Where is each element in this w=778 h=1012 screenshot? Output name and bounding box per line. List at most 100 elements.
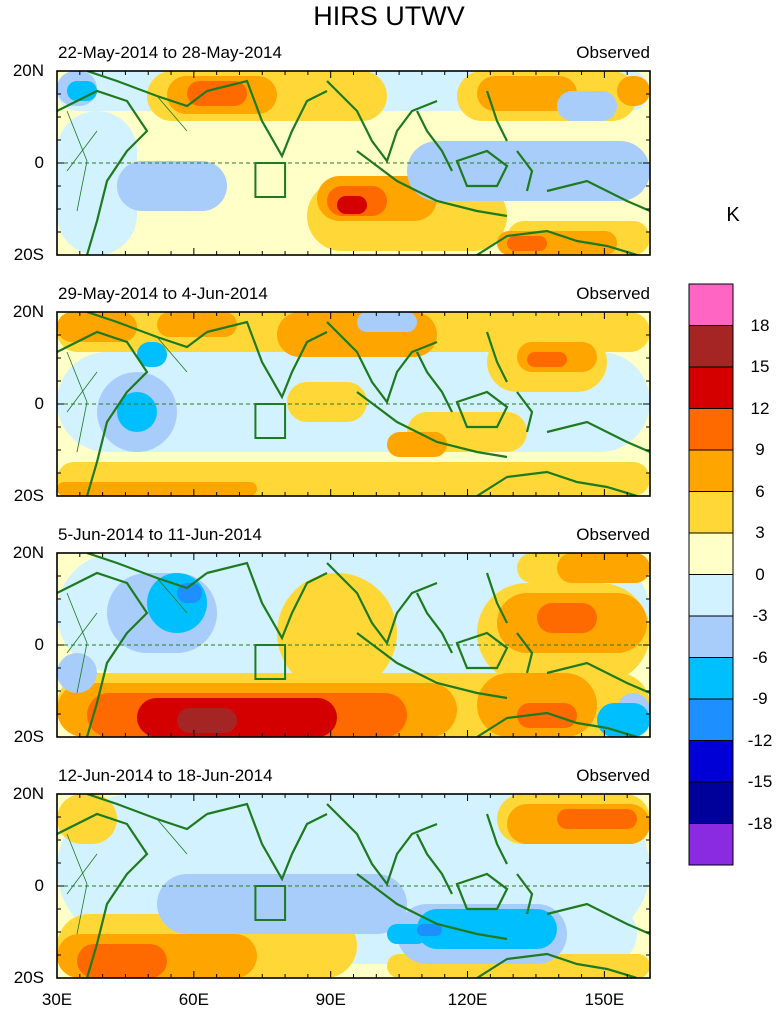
coastline bbox=[455, 149, 509, 188]
border bbox=[156, 336, 188, 373]
coastline bbox=[206, 320, 328, 400]
coastline bbox=[206, 802, 328, 882]
border bbox=[156, 95, 188, 132]
anomaly-contour bbox=[277, 573, 397, 693]
colorbar-swatch bbox=[688, 698, 734, 741]
anomaly-contour bbox=[537, 603, 597, 633]
anomaly-contour bbox=[517, 703, 577, 728]
coastline bbox=[326, 803, 438, 887]
colorbar-swatch bbox=[688, 574, 734, 617]
colorbar-swatch bbox=[688, 325, 734, 368]
border bbox=[66, 853, 98, 895]
coastline bbox=[57, 89, 149, 255]
anomaly-contour bbox=[527, 352, 567, 367]
anomaly-contour bbox=[287, 382, 367, 422]
latitude-label: 0 bbox=[34, 635, 44, 654]
colorbar-level-label: -15 bbox=[747, 772, 773, 791]
anomaly-contour bbox=[617, 76, 650, 106]
panel-label: Observed bbox=[576, 43, 650, 62]
border bbox=[66, 110, 88, 212]
coastline bbox=[485, 813, 508, 865]
coastline bbox=[57, 812, 149, 978]
border bbox=[156, 577, 188, 614]
coastline bbox=[485, 90, 508, 142]
anomaly-contour bbox=[187, 81, 247, 106]
colorbar-swatch bbox=[688, 823, 734, 866]
coastline bbox=[516, 873, 534, 915]
anomaly-contour bbox=[357, 312, 417, 332]
coastline bbox=[356, 391, 508, 459]
latitude-label: 20N bbox=[12, 784, 44, 803]
colorbar-swatch bbox=[688, 449, 734, 492]
border bbox=[156, 818, 188, 855]
panel-date-range: 29-May-2014 to 4-Jun-2014 bbox=[58, 284, 268, 303]
latitude-label: 20S bbox=[13, 486, 44, 505]
colorbar-level-label: 15 bbox=[750, 357, 770, 376]
border bbox=[66, 612, 98, 654]
border bbox=[66, 592, 88, 694]
coastline bbox=[416, 110, 453, 172]
coastline bbox=[326, 80, 438, 164]
anomaly-contour bbox=[387, 924, 427, 944]
latitude-label: 20S bbox=[13, 727, 44, 746]
coastline bbox=[356, 150, 508, 218]
anomaly-contour bbox=[57, 653, 97, 693]
coastline bbox=[326, 321, 438, 405]
anomaly-contour bbox=[57, 111, 137, 255]
coastline bbox=[57, 330, 149, 496]
panel-date-range: 5-Jun-2014 to 11-Jun-2014 bbox=[58, 525, 262, 544]
colorbar-swatch bbox=[688, 283, 734, 326]
colorbar-level-label: -12 bbox=[747, 730, 773, 750]
latitude-label: 0 bbox=[34, 876, 44, 895]
border bbox=[66, 833, 88, 935]
latitude-label: 0 bbox=[34, 153, 44, 172]
colorbar-level-label: 6 bbox=[755, 481, 765, 501]
anomaly-contour bbox=[117, 392, 157, 432]
coastline bbox=[516, 391, 534, 433]
longitude-label: 120E bbox=[447, 990, 488, 1009]
figure-title: HIRS UTWV bbox=[313, 1, 465, 31]
map-panel bbox=[56, 70, 651, 256]
anomaly-contour bbox=[57, 312, 137, 342]
coastline bbox=[546, 661, 650, 695]
coastline bbox=[476, 470, 638, 496]
longitude-label: 60E bbox=[178, 990, 209, 1009]
coastline bbox=[516, 150, 534, 192]
anomaly-contour bbox=[507, 236, 547, 251]
colorbar-level-label: 9 bbox=[755, 440, 765, 459]
coastline bbox=[476, 952, 638, 978]
coastline bbox=[546, 179, 650, 213]
coastline bbox=[485, 572, 508, 624]
coastline bbox=[516, 632, 534, 674]
panel-label: Observed bbox=[576, 525, 650, 544]
anomaly-contour bbox=[57, 482, 257, 496]
colorbar-level-label: 3 bbox=[755, 523, 765, 542]
panel-label: Observed bbox=[576, 284, 650, 303]
colorbar-level-label: 12 bbox=[750, 398, 770, 418]
panel-date-range: 22-May-2014 to 28-May-2014 bbox=[58, 43, 282, 62]
coastline bbox=[546, 420, 650, 454]
colorbar-level-label: -18 bbox=[747, 813, 773, 833]
colorbar-level-label: -3 bbox=[752, 606, 768, 625]
anomaly-contour bbox=[417, 924, 442, 936]
border bbox=[66, 351, 88, 453]
anomaly-contour bbox=[137, 342, 167, 367]
coastline bbox=[485, 331, 508, 383]
anomaly-contour bbox=[387, 432, 447, 457]
colorbar-swatch bbox=[688, 615, 734, 658]
anomaly-contour bbox=[417, 909, 557, 949]
latitude-label: 20S bbox=[13, 245, 44, 264]
coastline bbox=[57, 571, 149, 737]
anomaly-contour bbox=[157, 312, 237, 337]
coastline bbox=[455, 390, 509, 429]
coastline bbox=[356, 873, 508, 941]
anomaly-contour bbox=[157, 874, 407, 934]
anomaly-contour bbox=[557, 91, 617, 121]
map-panel bbox=[56, 552, 651, 738]
colorbar-level-label: 0 bbox=[755, 564, 765, 584]
colorbar-unit: K bbox=[726, 204, 740, 226]
coastline bbox=[326, 562, 438, 646]
anomaly-contour bbox=[67, 81, 97, 101]
anomaly-contour bbox=[337, 196, 367, 214]
